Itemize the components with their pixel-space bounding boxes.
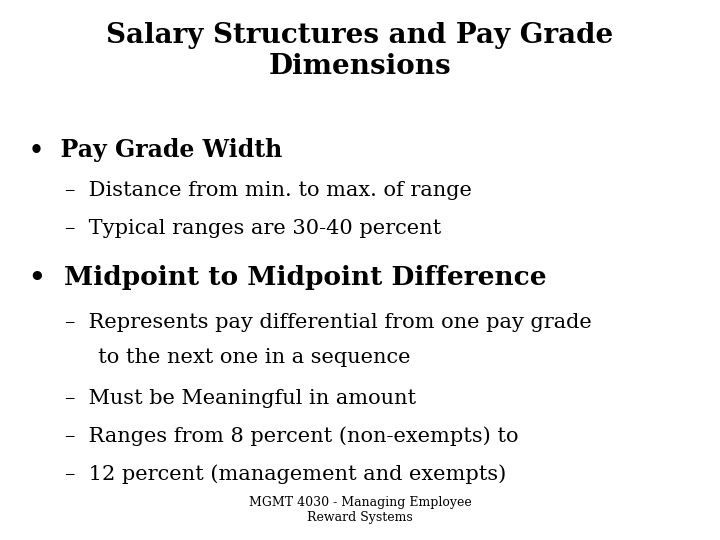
Text: MGMT 4030 - Managing Employee
Reward Systems: MGMT 4030 - Managing Employee Reward Sys… bbox=[248, 496, 472, 524]
Text: –  Must be Meaningful in amount: – Must be Meaningful in amount bbox=[65, 389, 416, 408]
Text: –  Distance from min. to max. of range: – Distance from min. to max. of range bbox=[65, 181, 472, 200]
Text: to the next one in a sequence: to the next one in a sequence bbox=[65, 348, 410, 367]
Text: –  Represents pay differential from one pay grade: – Represents pay differential from one p… bbox=[65, 313, 592, 332]
Text: –  Ranges from 8 percent (non-exempts) to: – Ranges from 8 percent (non-exempts) to bbox=[65, 427, 518, 446]
Text: Salary Structures and Pay Grade
Dimensions: Salary Structures and Pay Grade Dimensio… bbox=[107, 22, 613, 80]
Text: –  12 percent (management and exempts): – 12 percent (management and exempts) bbox=[65, 464, 506, 484]
Text: •  Pay Grade Width: • Pay Grade Width bbox=[29, 138, 282, 161]
Text: •  Midpoint to Midpoint Difference: • Midpoint to Midpoint Difference bbox=[29, 265, 546, 289]
Text: –  Typical ranges are 30-40 percent: – Typical ranges are 30-40 percent bbox=[65, 219, 441, 238]
